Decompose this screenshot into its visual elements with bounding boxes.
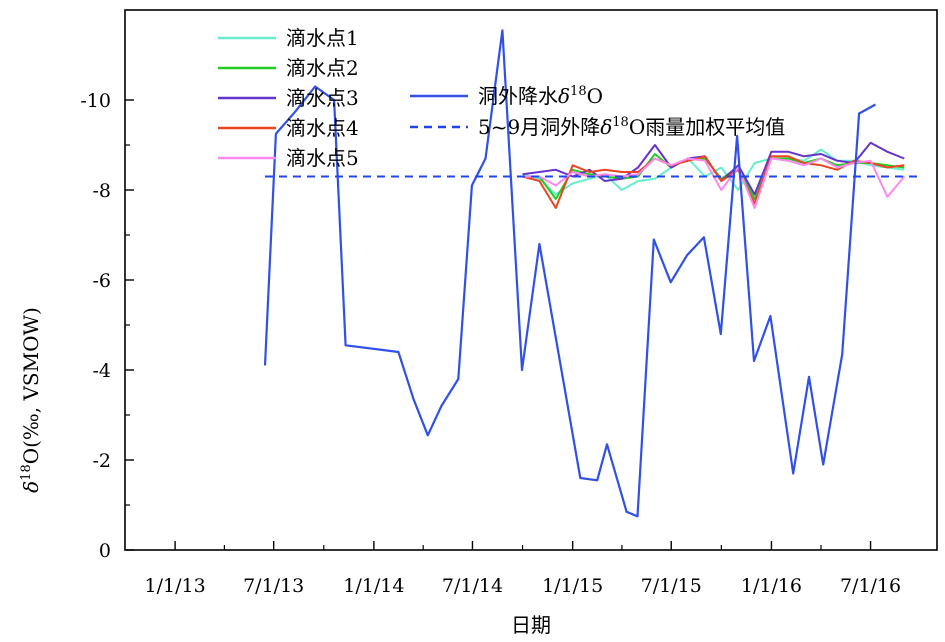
y-tick-label: -2 [92,450,111,472]
y-axis-title: δ18O(‰, VSMOW) [19,307,43,493]
legend-label-drip-point-3: 滴水点3 [286,86,359,110]
legend-label-precipitation: 洞外降水δ18O [478,84,603,108]
legend-label-precipitation-post: O [587,84,603,108]
y-tick-label: 0 [99,540,111,562]
series-line-precipitation [263,29,877,518]
legend-label-precipitation-pre: 洞外降水 [478,84,558,108]
x-tick-label: 7/1/16 [840,575,901,597]
legend-label-drip-point-1: 滴水点1 [286,26,359,50]
y-axis-title-delta: δ [19,481,43,493]
x-axis: 1/1/13 7/1/13 1/1/14 7/1/14 1/1/15 7/1/15 1/1/… [145,541,901,597]
x-tick-label: 7/1/15 [641,575,702,597]
legend-label-precipitation-delta: δ [558,84,570,108]
x-tick-label: 1/1/16 [741,575,802,597]
x-tick-label: 7/1/14 [442,575,503,597]
y-tick-label: -4 [92,360,111,382]
legend: 滴水点1滴水点2滴水点3滴水点4滴水点5洞外降水δ18O5~9月洞外降δ18O雨… [218,26,785,170]
y-axis: 0 -2 -4 -6 -8 -10 [80,90,134,562]
y-tick-label: -10 [80,90,111,112]
legend-label-drip-point-4: 滴水点4 [286,116,359,140]
series-line-drip-point-5 [522,157,906,209]
x-axis-title: 日期 [511,613,551,637]
series-layer [263,29,921,518]
y-tick-label: -8 [92,180,111,202]
legend-label-weighted-mean: 5~9月洞外降δ18O雨量加权平均值 [478,115,785,139]
y-tick-label: -6 [92,270,111,292]
y-axis-title-rest: O(‰, VSMOW) [19,307,43,464]
legend-label-weighted-mean-pre: 5~9月洞外降 [478,115,600,139]
legend-label-weighted-mean-delta: δ [600,115,612,139]
x-tick-label: 1/1/13 [145,575,206,597]
x-tick-label: 1/1/14 [343,575,404,597]
series-line-drip-point-4 [522,155,905,209]
legend-label-precipitation-sup: 18 [570,84,587,99]
legend-label-drip-point-5: 滴水点5 [286,146,359,170]
y-axis-title-sup: 18 [19,464,34,481]
x-tick-label: 1/1/15 [542,575,603,597]
legend-label-weighted-mean-post: O雨量加权平均值 [629,115,785,139]
legend-label-weighted-mean-sup: 18 [612,115,629,130]
x-tick-label: 7/1/13 [243,575,304,597]
legend-label-drip-point-2: 滴水点2 [286,56,359,80]
